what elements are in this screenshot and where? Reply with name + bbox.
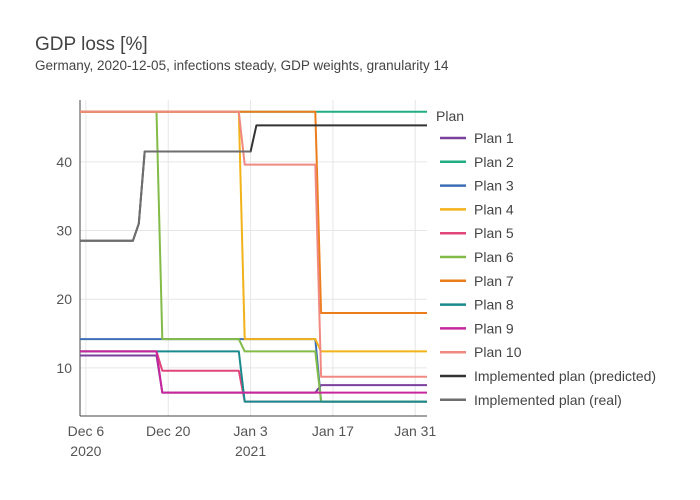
legend-item[interactable]: Implemented plan (predicted) (440, 368, 656, 384)
x-tick-label: Dec 6 (68, 423, 105, 439)
legend-item[interactable]: Plan 8 (440, 297, 514, 313)
series-line-12 (80, 150, 251, 242)
legend-label: Plan 1 (474, 130, 514, 146)
legend-item[interactable]: Plan 3 (440, 178, 514, 194)
x-tick-label: Jan 3 (233, 423, 267, 439)
legend-item[interactable]: Plan 4 (440, 201, 514, 217)
legend-item[interactable]: Plan 5 (440, 225, 514, 241)
legend: Plan Plan 1 Plan 2 Plan 3 Plan 4 Plan 5 Plan … (436, 108, 656, 408)
axes (79, 100, 427, 417)
y-tick-label: 10 (56, 360, 72, 376)
x-axis-ticks: Dec 6 2020 Dec 20 Jan 3 2021 Jan 17 Jan 31 (68, 423, 437, 459)
legend-label: Plan 8 (474, 297, 514, 313)
legend-label: Plan 6 (474, 249, 514, 265)
legend-item[interactable]: Implemented plan (real) (440, 392, 622, 408)
series-line-8 (80, 350, 427, 403)
legend-label: Plan 4 (474, 201, 514, 217)
legend-title: Plan (436, 108, 464, 124)
x-tick-year-label: 2020 (70, 443, 101, 459)
gridlines (80, 100, 427, 416)
series-line-4 (80, 110, 427, 353)
legend-label: Plan 3 (474, 178, 514, 194)
series-lines (80, 110, 427, 403)
legend-item[interactable]: Plan 1 (440, 130, 514, 146)
legend-label: Implemented plan (real) (474, 392, 622, 408)
legend-item[interactable]: Plan 6 (440, 249, 514, 265)
x-tick-label: Dec 20 (146, 423, 191, 439)
legend-item[interactable]: Plan 10 (440, 344, 522, 360)
legend-label: Implemented plan (predicted) (474, 368, 656, 384)
legend-item[interactable]: Plan 7 (440, 273, 514, 289)
chart-subtitle: Germany, 2020-12-05, infections steady, … (35, 58, 449, 73)
series-line-10 (80, 110, 427, 378)
series-line-1 (80, 354, 427, 394)
legend-label: Plan 7 (474, 273, 514, 289)
y-tick-label: 40 (56, 154, 72, 170)
series-line-11 (80, 124, 427, 242)
legend-item[interactable]: Plan 2 (440, 154, 514, 170)
x-tick-label: Jan 17 (312, 423, 354, 439)
series-line-9 (80, 350, 427, 394)
y-tick-label: 30 (56, 223, 72, 239)
legend-label: Plan 5 (474, 225, 514, 241)
legend-item[interactable]: Plan 9 (440, 320, 514, 336)
series-line-6 (80, 110, 427, 403)
x-tick-label: Jan 31 (394, 423, 436, 439)
y-axis-ticks: 10 20 30 40 (56, 154, 72, 376)
chart-title: GDP loss [%] (35, 34, 148, 55)
legend-label: Plan 10 (474, 344, 522, 360)
y-tick-label: 20 (56, 291, 72, 307)
legend-label: Plan 9 (474, 320, 514, 336)
legend-label: Plan 2 (474, 154, 514, 170)
x-tick-year-label: 2021 (235, 443, 266, 459)
